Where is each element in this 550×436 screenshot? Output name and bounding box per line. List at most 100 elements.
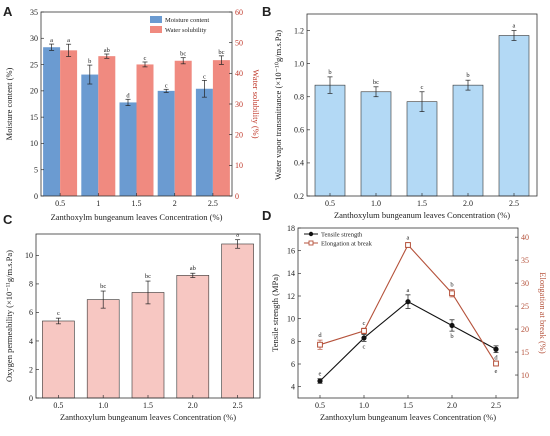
x-tick-label: 0.5 xyxy=(53,401,63,410)
x-tick-label: 2.5 xyxy=(233,401,243,410)
y-tick-label: 6 xyxy=(291,360,295,369)
x-axis-label: Zanthoxylm bungeanum leaves Concentratio… xyxy=(51,212,223,222)
y2-tick-label: 50 xyxy=(235,38,243,47)
y-tick-label: 12 xyxy=(287,292,295,301)
significance-letter: c xyxy=(363,343,366,350)
bar-wvt xyxy=(452,84,484,197)
data-point-tensile xyxy=(449,322,455,329)
y-tick-label: 14 xyxy=(287,269,295,278)
panel-label: C xyxy=(3,212,13,227)
significance-letter: bc xyxy=(373,79,379,86)
y-tick-label: 4 xyxy=(291,382,295,391)
y-tick-label: 20 xyxy=(30,87,38,96)
bar-solubility xyxy=(136,64,154,196)
x-tick-label: 1.5 xyxy=(417,199,427,208)
y-tick-label: 2 xyxy=(29,365,33,374)
significance-letter: c xyxy=(363,320,366,327)
y-tick-label: 10 xyxy=(30,139,38,148)
y-tick-label: 6 xyxy=(29,308,33,317)
y-tick-label: 0.4 xyxy=(294,159,304,168)
panel-c: Cc bc bc ab a 0 2 4 6 8 10 0.5 1.0 1.5 2.0 2.5 Zanthoxyl… xyxy=(3,212,261,422)
data-point-tensile xyxy=(405,299,411,305)
y-tick-label: 35 xyxy=(30,8,38,17)
significance-letter: bc xyxy=(100,283,106,290)
bar-moisture xyxy=(195,88,213,196)
panel-label: A xyxy=(3,4,13,19)
y2-tick-label: 30 xyxy=(521,279,529,288)
y-tick-label: 1.0 xyxy=(294,59,304,68)
y-tick-label: 10 xyxy=(287,314,295,323)
significance-letter: d xyxy=(126,92,130,99)
bar-moisture xyxy=(43,47,61,197)
y-axis-label: Tensile strength (MPa) xyxy=(270,274,280,352)
x-tick-label: 2.5 xyxy=(491,401,501,410)
x-tick-label: 2 xyxy=(173,199,177,208)
significance-letter: bc xyxy=(180,51,186,58)
y2-tick-label: 25 xyxy=(521,302,529,311)
data-point-elongation xyxy=(449,290,455,297)
x-tick-label: 2.5 xyxy=(509,199,519,208)
legend-marker xyxy=(308,231,314,237)
y-tick-label: 0 xyxy=(34,192,38,201)
significance-letter: d xyxy=(494,355,498,362)
significance-letter: c xyxy=(144,55,147,62)
y-tick-label: 10 xyxy=(25,251,33,260)
bar-wvt xyxy=(314,84,346,197)
significance-letter: b xyxy=(328,69,331,76)
x-tick-label: 2.0 xyxy=(188,401,198,410)
y-tick-label: 30 xyxy=(30,34,38,43)
y2-tick-label: 40 xyxy=(235,69,243,78)
panel-d: De c a b d d c a b e 4 6 8 10 12 14 16 18 10 15 20 25 30 35 40 0.… xyxy=(262,208,548,422)
y-tick-label: 8 xyxy=(291,337,295,346)
bar-op xyxy=(221,243,254,399)
significance-letter: e xyxy=(495,368,498,375)
bar-solubility xyxy=(98,56,116,196)
series-line xyxy=(319,301,497,382)
y2-tick-label: 10 xyxy=(235,161,243,170)
significance-letter: b xyxy=(88,58,91,65)
bar-wvt xyxy=(360,91,392,197)
legend-label: Tensile strength xyxy=(321,231,363,238)
data-point-elongation xyxy=(405,242,411,248)
x-tick-label: 1.5 xyxy=(403,401,413,410)
y2-tick-label: 0 xyxy=(235,192,239,201)
bar-op xyxy=(42,320,75,399)
y-tick-label: 16 xyxy=(287,246,295,255)
y2-tick-label: 30 xyxy=(235,100,243,109)
significance-letter: c xyxy=(421,84,424,91)
data-point-elongation xyxy=(317,341,323,348)
x-axis-label: Zanthoxylum bungeanum leaves Concentrati… xyxy=(334,210,510,220)
significance-letter: d xyxy=(318,332,322,339)
y2-axis-label: Elongation at break (%) xyxy=(538,272,548,354)
x-axis-label: Zanthoxylum bungeanum leaves Concentrati… xyxy=(320,412,496,422)
data-point-tensile xyxy=(361,335,367,341)
y2-tick-label: 20 xyxy=(521,325,529,334)
y-axis-label: Moisture content (%) xyxy=(4,67,14,140)
significance-letter: a xyxy=(407,235,410,242)
y-tick-label: 4 xyxy=(29,337,33,346)
bar-moisture xyxy=(119,102,137,196)
y-tick-label: 1.2 xyxy=(294,26,304,35)
significance-letter: ab xyxy=(190,265,196,272)
significance-letter: a xyxy=(67,37,70,44)
significance-letter: bc xyxy=(145,273,151,280)
legend-swatch xyxy=(150,26,162,33)
x-tick-label: 0.5 xyxy=(55,199,65,208)
panel-label: D xyxy=(262,208,271,223)
y2-tick-label: 10 xyxy=(521,371,529,380)
y2-tick-label: 40 xyxy=(521,233,529,242)
plot-frame xyxy=(297,227,519,399)
bar-op xyxy=(131,292,165,399)
y-tick-label: 0.2 xyxy=(294,192,304,201)
bar-moisture xyxy=(157,90,175,196)
x-tick-label: 2.5 xyxy=(208,199,218,208)
x-tick-label: 1.0 xyxy=(98,401,108,410)
y-tick-label: 18 xyxy=(287,224,295,233)
data-point-elongation xyxy=(361,328,367,334)
bar-wvt xyxy=(498,35,530,197)
legend-label: Water solubility xyxy=(165,27,207,34)
y2-tick-label: 20 xyxy=(235,130,243,139)
significance-letter: b xyxy=(466,72,469,79)
bar-solubility xyxy=(60,50,78,197)
